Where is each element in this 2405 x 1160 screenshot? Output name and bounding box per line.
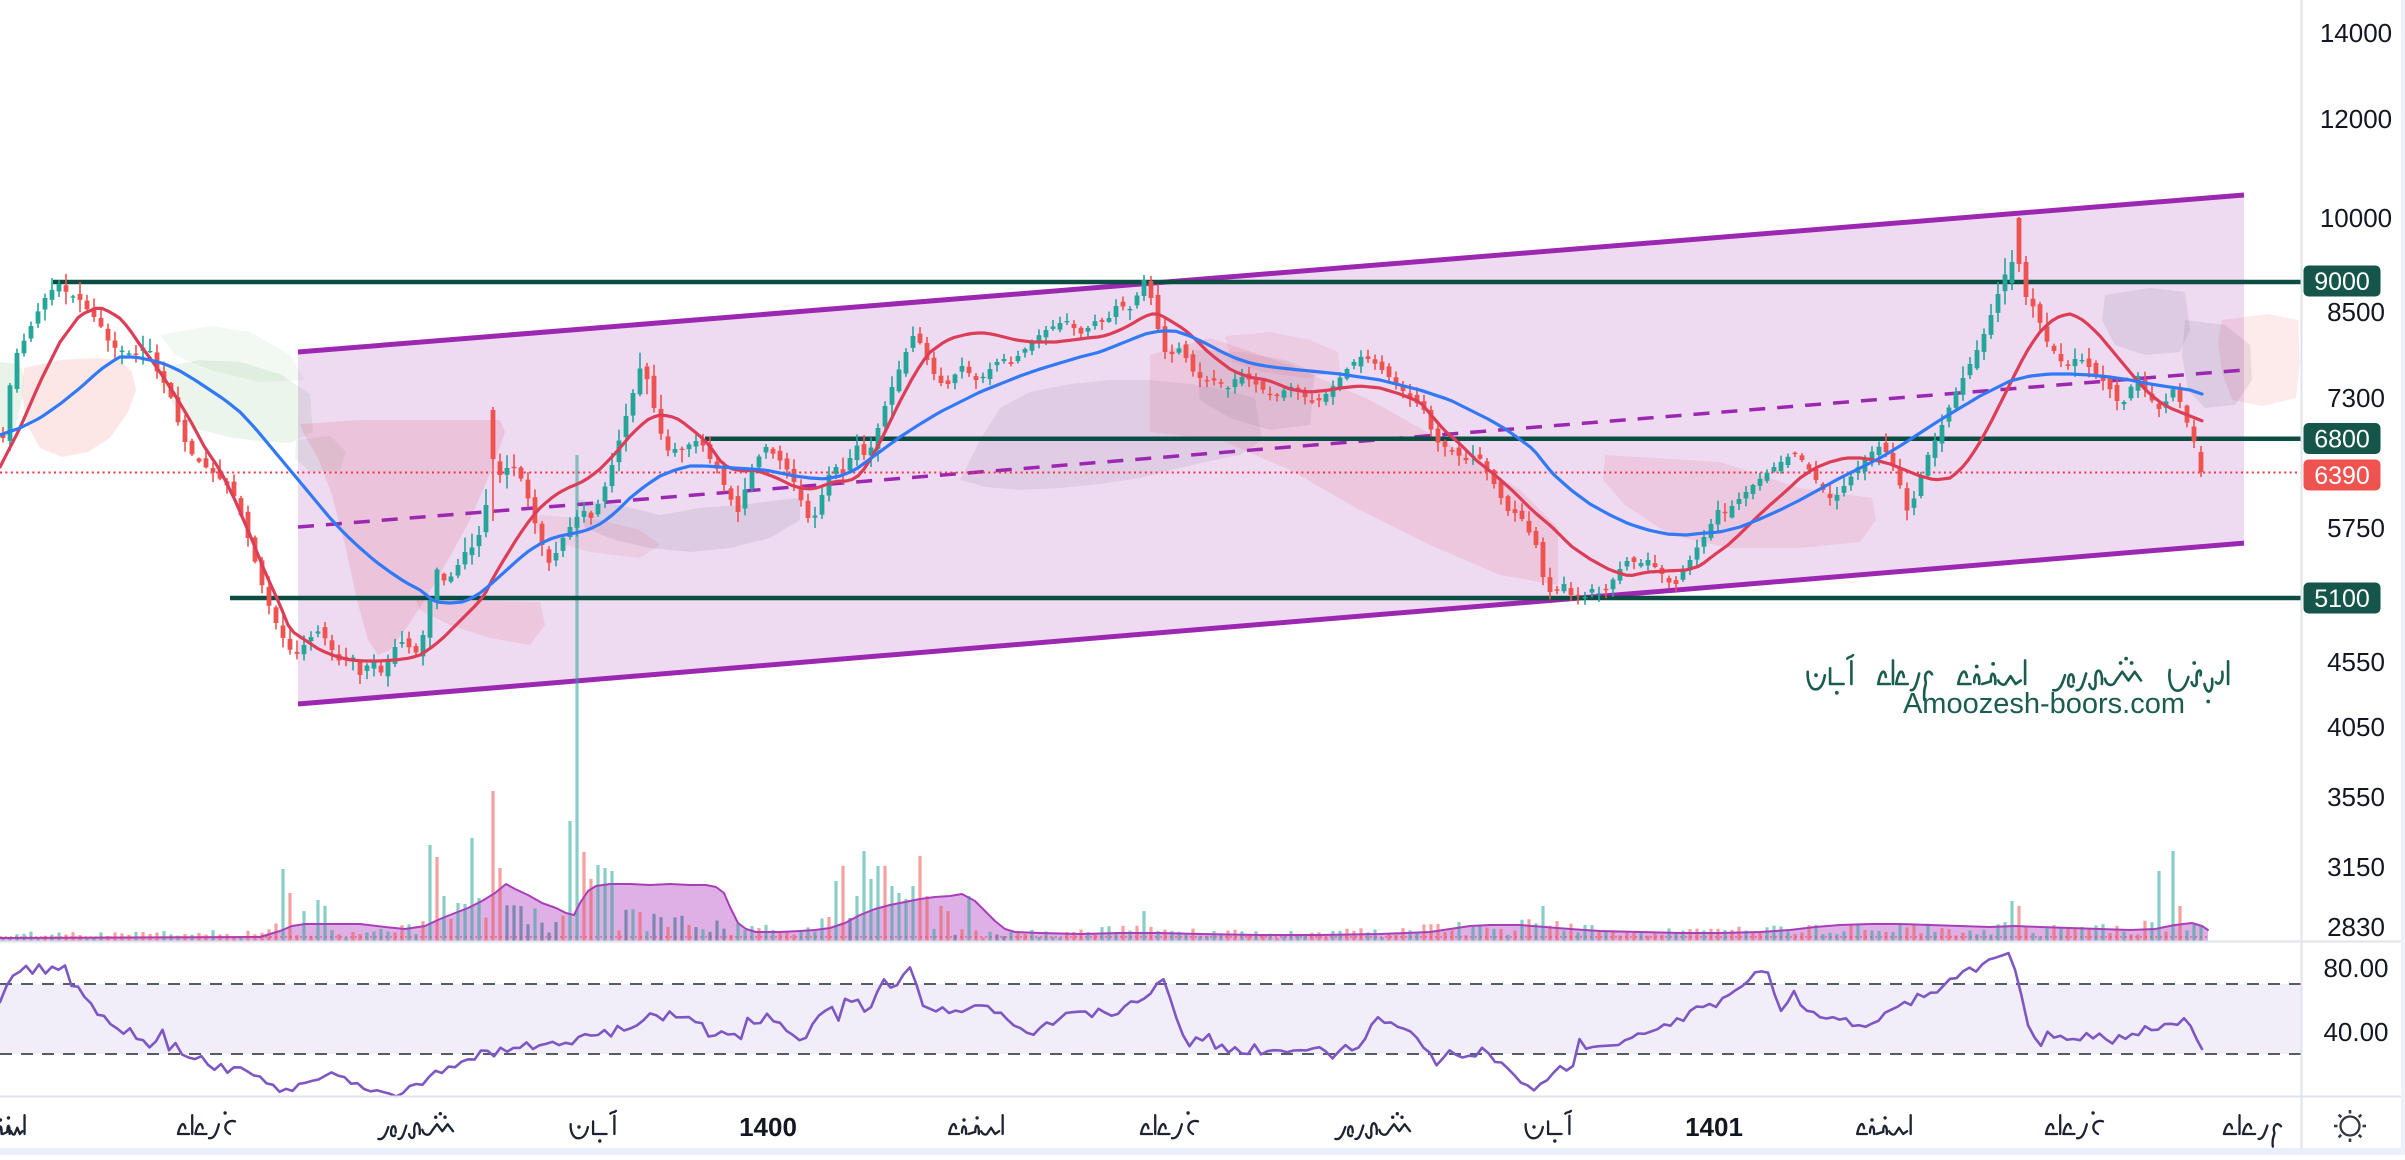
svg-text:7300: 7300 [2327, 383, 2385, 413]
svg-text:Amoozesh-boors.com: Amoozesh-boors.com [1903, 688, 2185, 720]
svg-text:6390: 6390 [2314, 462, 2370, 490]
svg-text:80.00: 80.00 [2323, 953, 2388, 983]
svg-text:8500: 8500 [2327, 297, 2385, 327]
svg-text:10000: 10000 [2320, 203, 2392, 233]
svg-text:5750: 5750 [2327, 513, 2385, 543]
svg-text:9000: 9000 [2314, 268, 2370, 296]
svg-text:4050: 4050 [2327, 712, 2385, 742]
svg-text:3150: 3150 [2327, 852, 2385, 882]
svg-text:2830: 2830 [2327, 912, 2385, 942]
svg-text:4550: 4550 [2327, 647, 2385, 677]
svg-text:12000: 12000 [2320, 104, 2392, 134]
svg-text:14000: 14000 [2320, 18, 2392, 48]
svg-text:1401: 1401 [1685, 1112, 1743, 1142]
svg-text:5100: 5100 [2314, 585, 2370, 613]
svg-text:6800: 6800 [2314, 426, 2370, 454]
svg-text:3550: 3550 [2327, 782, 2385, 812]
svg-text:1400: 1400 [739, 1112, 797, 1142]
svg-text:40.00: 40.00 [2323, 1017, 2388, 1047]
